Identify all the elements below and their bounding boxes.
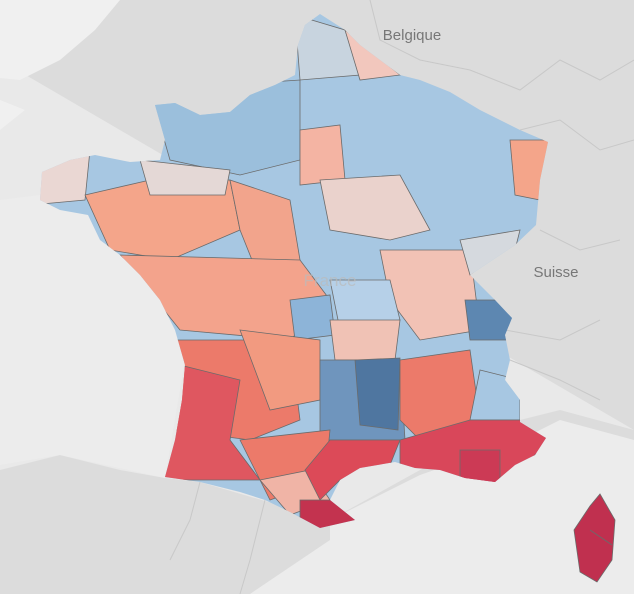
sea-patch xyxy=(0,100,25,130)
mediterranean xyxy=(250,420,634,594)
region xyxy=(354,357,401,431)
country-label: France xyxy=(304,271,357,290)
sea-channel xyxy=(0,0,120,80)
borders xyxy=(169,0,634,594)
region xyxy=(329,319,401,361)
region xyxy=(299,124,346,186)
corsica xyxy=(573,493,616,583)
region xyxy=(139,159,231,196)
region xyxy=(319,174,431,241)
country-label: Belgique xyxy=(383,27,441,44)
region xyxy=(289,294,336,341)
corsica-border xyxy=(589,529,613,546)
country-label: Suisse xyxy=(533,264,578,281)
